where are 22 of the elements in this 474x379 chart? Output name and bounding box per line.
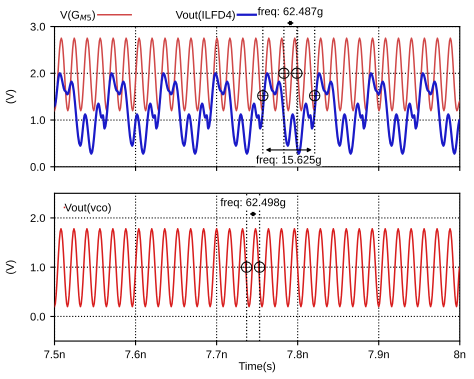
y-tick-label: 2.0: [30, 214, 46, 222]
y-axis-title: (V): [6, 90, 16, 104]
x-axis-title: Time(s): [238, 362, 276, 372]
annotation: freq: 62.498g: [220, 198, 286, 208]
annotation: freq: 15.625g: [256, 156, 321, 166]
y-tick-label: 2.0: [30, 70, 46, 78]
x-tick-label: 7.9n: [368, 350, 389, 358]
y-tick-label: 1.0: [30, 263, 46, 272]
y-tick-label: 0.0: [30, 163, 46, 171]
text: freq: 62.487g: [258, 7, 322, 18]
y-tick-label: 0.0: [30, 312, 46, 321]
y-tick-label: 3.0: [30, 22, 46, 31]
x-tick-label: 7.6n: [125, 350, 146, 358]
x-tick-label: 7.8n: [287, 350, 308, 358]
y-axis-title: (V): [6, 260, 16, 274]
y-tick-label: 1.0: [30, 116, 46, 124]
legend-label: V(G$_{M5}$): [60, 10, 95, 21]
legend-label: Vout(vco): [64, 203, 111, 214]
legend-label: Vout(ILFD4): [176, 10, 235, 21]
x-tick-label: 8n: [454, 350, 466, 358]
x-tick-label: 7.5n: [44, 350, 65, 358]
x-tick-label: 7.7n: [206, 350, 227, 358]
